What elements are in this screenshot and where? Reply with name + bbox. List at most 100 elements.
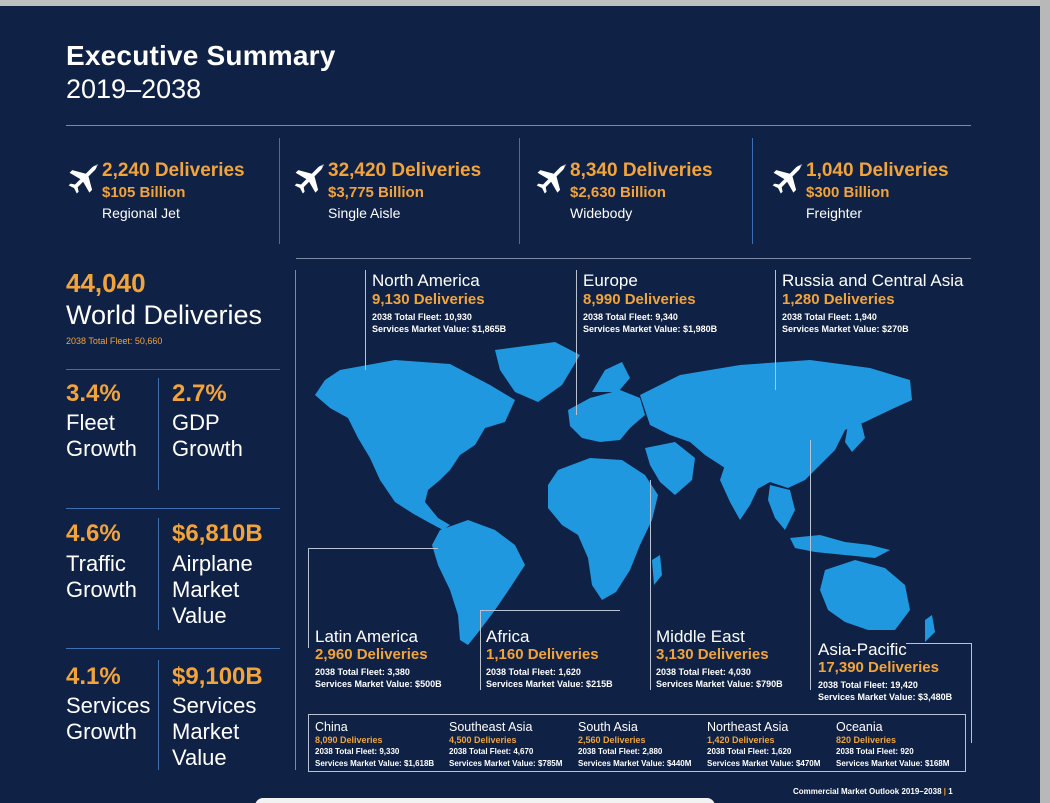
category-divider — [752, 138, 753, 244]
category-name: Regional Jet — [102, 205, 180, 221]
subregion-northeast-asia-deliveries: 1,420 Deliveries — [707, 735, 775, 745]
leader-line — [810, 440, 811, 690]
category-freighter: 1,040 Deliveries $300 Billion Freighter — [770, 160, 980, 246]
world-deliveries-value: 44,040 — [66, 268, 146, 298]
airplane-market-value: $6,810B — [172, 520, 263, 547]
leader-line — [971, 643, 972, 743]
services-market-value: $9,100B — [172, 663, 263, 690]
airplane-icon — [536, 163, 567, 194]
fleet-growth-label-2: Growth — [66, 436, 137, 461]
region-africa-name: Africa — [486, 627, 530, 646]
category-value: $300 Billion — [806, 184, 890, 201]
gdp-growth-label-2: Growth — [172, 436, 243, 461]
region-asia-pacific-services: Services Market Value: $3,480B — [818, 692, 953, 702]
window-bottom-tab — [255, 798, 715, 803]
category-regional-jet: 2,240 Deliveries $105 Billion Regional J… — [66, 160, 271, 246]
window-top-edge — [0, 0, 1050, 6]
region-asia-pacific-deliveries: 17,390 Deliveries — [818, 659, 939, 676]
map-europe — [568, 390, 645, 442]
subregion-china-deliveries: 8,090 Deliveries — [315, 735, 383, 745]
region-north-america-name: North America — [372, 271, 480, 290]
subregion-china-services: Services Market Value: $1,618B — [315, 759, 435, 768]
leader-line — [576, 270, 577, 415]
leader-line — [775, 270, 776, 390]
airplane-icon — [294, 163, 325, 194]
world-map — [315, 342, 935, 645]
region-africa-deliveries: 1,160 Deliveries — [486, 646, 599, 663]
category-deliveries: 2,240 Deliveries — [102, 160, 245, 181]
map-india — [720, 465, 762, 520]
map-madagascar — [652, 555, 662, 585]
subregion-northeast-asia-fleet: 2038 Total Fleet: 1,620 — [707, 747, 792, 756]
subregion-southeast-asia-name: Southeast Asia — [449, 720, 533, 734]
map-africa — [548, 458, 658, 600]
subregion-northeast-asia-services: Services Market Value: $470M — [707, 759, 821, 768]
stats-divider — [66, 369, 280, 370]
airplane-market-label-3: Value — [172, 603, 227, 628]
airplane-icon — [68, 163, 99, 194]
services-market-label-1: Services — [172, 693, 257, 718]
subregion-south-asia-services: Services Market Value: $440M — [578, 759, 692, 768]
region-europe-name: Europe — [583, 271, 638, 290]
map-scandinavia — [592, 362, 630, 392]
category-divider — [279, 138, 280, 244]
subregion-china-fleet: 2038 Total Fleet: 9,330 — [315, 747, 400, 756]
region-asia-pacific-name: Asia-Pacific — [818, 640, 907, 659]
category-name: Single Aisle — [328, 205, 401, 221]
leader-line — [308, 548, 438, 549]
region-africa-fleet: 2038 Total Fleet: 1,620 — [486, 667, 581, 677]
category-name: Widebody — [570, 205, 633, 221]
fleet-growth-value: 3.4% — [66, 380, 121, 407]
region-latin-america-services: Services Market Value: $500B — [315, 679, 442, 689]
region-europe-deliveries: 8,990 Deliveries — [583, 291, 696, 308]
subregion-china-name: China — [315, 720, 348, 734]
region-russia-services: Services Market Value: $270B — [782, 324, 909, 334]
airplane-market-label-2: Market — [172, 577, 240, 602]
page-footer: Commercial Market Outlook 2019–2038 | 1 — [793, 787, 953, 796]
category-value: $105 Billion — [102, 184, 186, 201]
subregion-oceania-services: Services Market Value: $168M — [836, 759, 950, 768]
map-middle-east — [645, 442, 695, 495]
region-latin-america-deliveries: 2,960 Deliveries — [315, 646, 428, 663]
subregion-northeast-asia-name: Northeast Asia — [707, 720, 789, 734]
category-deliveries: 1,040 Deliveries — [806, 160, 949, 181]
stats-divider — [158, 378, 159, 490]
traffic-growth-label-1: Traffic — [66, 551, 126, 576]
region-latin-america-fleet: 2038 Total Fleet: 3,380 — [315, 667, 410, 677]
services-market-label-3: Value — [172, 745, 227, 770]
services-market-label-2: Market — [172, 719, 240, 744]
region-north-america-services: Services Market Value: $1,865B — [372, 324, 507, 334]
services-growth-label-2: Growth — [66, 719, 137, 744]
subregion-southeast-asia-services: Services Market Value: $785M — [449, 759, 563, 768]
subregion-south-asia-fleet: 2038 Total Fleet: 2,880 — [578, 747, 663, 756]
category-value: $2,630 Billion — [570, 184, 666, 201]
map-japan — [845, 418, 865, 452]
category-deliveries: 32,420 Deliveries — [328, 160, 482, 181]
stats-divider — [66, 648, 280, 649]
leader-line — [308, 548, 309, 648]
traffic-growth-label-2: Growth — [66, 577, 137, 602]
subregion-southeast-asia-fleet: 2038 Total Fleet: 4,670 — [449, 747, 534, 756]
window-right-edge — [1040, 0, 1050, 803]
map-southeast-asia — [768, 485, 795, 530]
page-title: Executive Summary — [66, 40, 336, 71]
map-greenland — [495, 342, 580, 402]
leader-line — [365, 270, 366, 370]
map-left-divider — [295, 270, 296, 770]
gdp-growth-value: 2.7% — [172, 380, 227, 407]
region-north-america-deliveries: 9,130 Deliveries — [372, 291, 485, 308]
airplane-icon — [772, 163, 803, 194]
region-middle-east-fleet: 2038 Total Fleet: 4,030 — [656, 667, 751, 677]
subregion-southeast-asia-deliveries: 4,500 Deliveries — [449, 735, 517, 745]
world-total-fleet: 2038 Total Fleet: 50,660 — [66, 336, 163, 346]
region-russia-fleet: 2038 Total Fleet: 1,940 — [782, 312, 877, 322]
footer-publication: Commercial Market Outlook 2019–2038 — [793, 787, 942, 796]
subregion-oceania-name: Oceania — [836, 720, 883, 734]
subregion-oceania-deliveries: 820 Deliveries — [836, 735, 897, 745]
category-single-aisle: 32,420 Deliveries $3,775 Billion Single … — [292, 160, 512, 246]
region-africa-services: Services Market Value: $215B — [486, 679, 613, 689]
region-russia-name: Russia and Central Asia — [782, 271, 964, 290]
region-europe-services: Services Market Value: $1,980B — [583, 324, 718, 334]
stats-divider — [158, 660, 159, 770]
category-divider — [519, 138, 520, 244]
